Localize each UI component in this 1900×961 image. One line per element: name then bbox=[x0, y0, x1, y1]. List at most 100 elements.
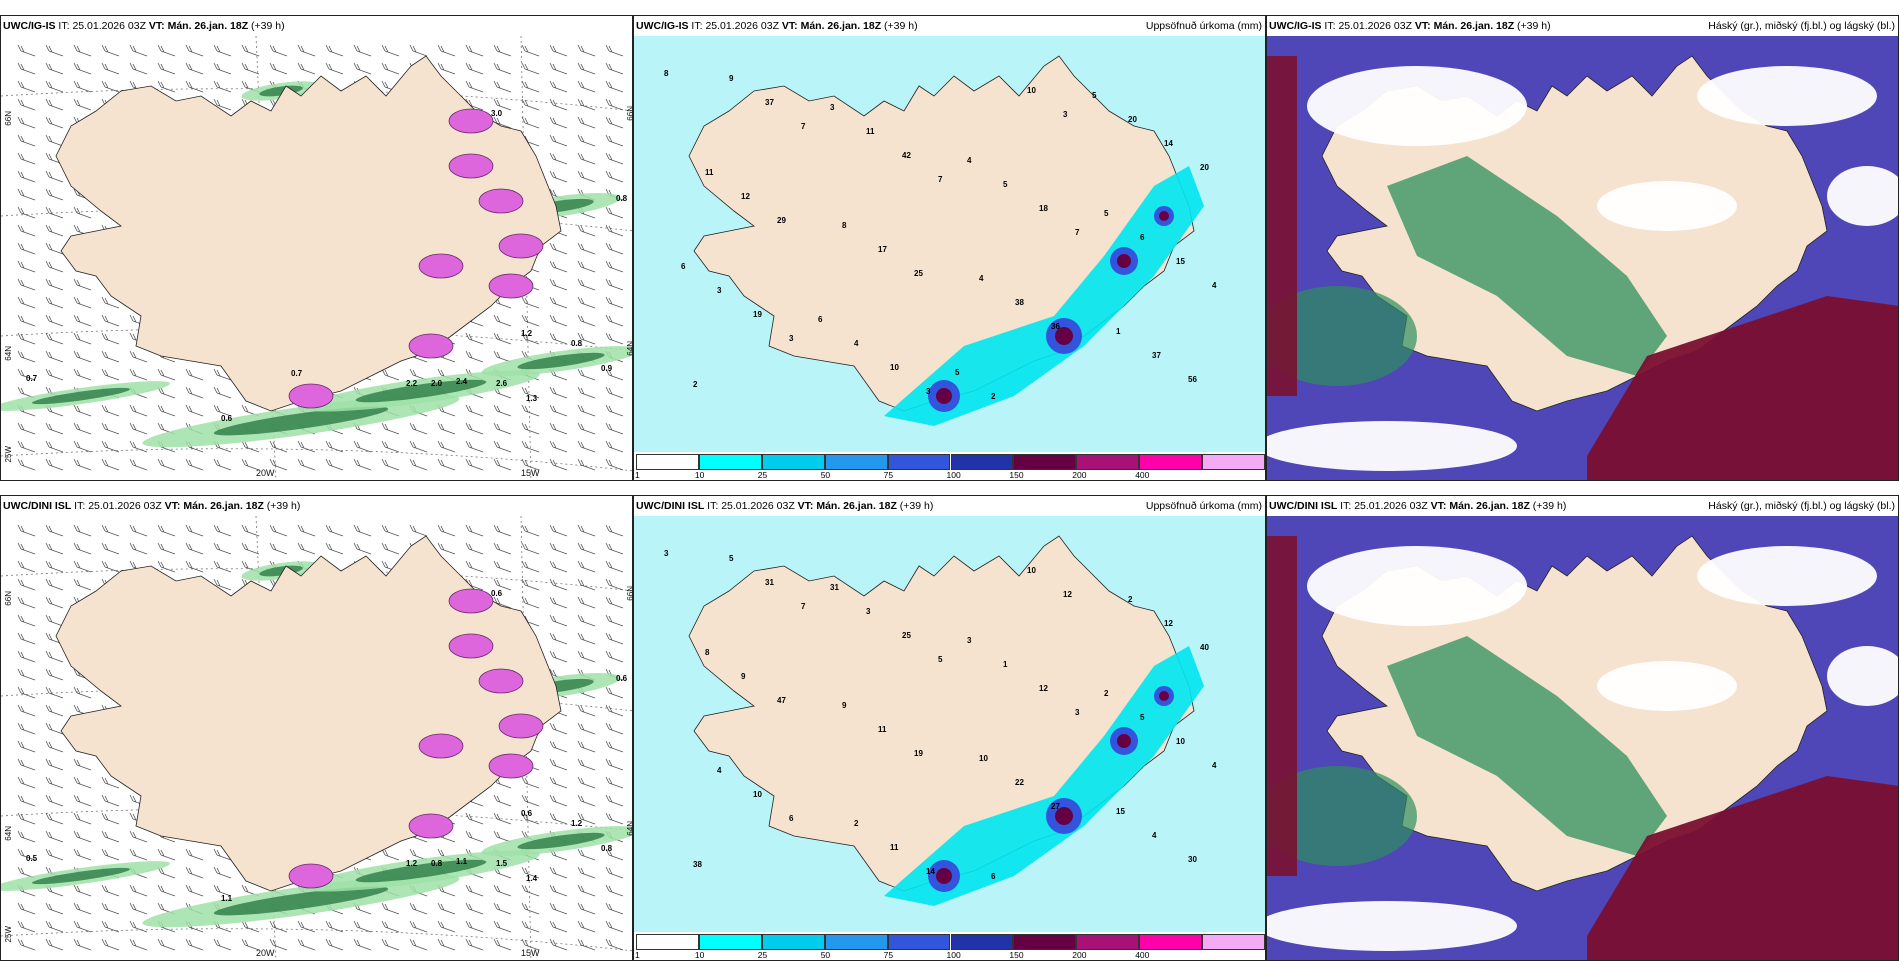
station-value: 31 bbox=[830, 583, 839, 592]
cloud-map-canvas bbox=[1267, 36, 1898, 480]
colorbar-swatch bbox=[636, 934, 699, 950]
wind-barb bbox=[521, 98, 540, 111]
convective-cell bbox=[498, 233, 544, 259]
wind-barb bbox=[185, 848, 204, 861]
model-name: UWC/DINI ISL bbox=[3, 500, 72, 512]
wind-barb bbox=[549, 920, 568, 933]
wind-barb bbox=[73, 758, 92, 771]
wind-barb bbox=[129, 884, 148, 897]
wind-barb bbox=[157, 62, 176, 75]
wind-barb bbox=[605, 866, 624, 879]
wind-barb bbox=[577, 902, 596, 915]
wind-barb bbox=[213, 938, 232, 951]
colorbar-tick-label: 200 bbox=[1072, 470, 1087, 480]
wind-barb bbox=[45, 560, 64, 573]
wind-barb bbox=[493, 560, 512, 573]
wind-barb bbox=[493, 62, 512, 75]
wind-barb bbox=[45, 542, 64, 555]
station-value: 25 bbox=[902, 631, 911, 640]
wind-barb bbox=[605, 296, 624, 309]
wind-barb bbox=[297, 62, 316, 75]
station-value: 5 bbox=[1092, 91, 1097, 100]
wind-barb bbox=[605, 80, 624, 93]
wind-barb bbox=[45, 740, 64, 753]
wind-barb bbox=[437, 920, 456, 933]
wind-barb bbox=[465, 332, 484, 345]
wind-barb bbox=[45, 758, 64, 771]
colorbar-swatch bbox=[1202, 454, 1265, 470]
wind-barb bbox=[605, 314, 624, 327]
clear-sky bbox=[1307, 546, 1527, 626]
wind-barb bbox=[493, 794, 512, 807]
wind-barb bbox=[549, 386, 568, 399]
wind-barb bbox=[129, 848, 148, 861]
wind-barb bbox=[45, 938, 64, 951]
convective-cell bbox=[448, 633, 494, 659]
station-value: 11 bbox=[705, 168, 714, 177]
wind-barb bbox=[605, 404, 624, 417]
it-label: IT: bbox=[58, 20, 70, 32]
wind-barb bbox=[73, 812, 92, 825]
wind-barb bbox=[73, 368, 92, 381]
colorbar-swatch bbox=[636, 454, 699, 470]
station-value: 12 bbox=[1039, 684, 1048, 693]
iceland-land bbox=[55, 535, 562, 892]
wind-barb bbox=[409, 422, 428, 435]
high-cloud bbox=[1387, 636, 1667, 856]
precip-value-label: 0.7 bbox=[291, 369, 303, 378]
convective-cell bbox=[418, 733, 464, 759]
wind-barb bbox=[73, 314, 92, 327]
wind-barb bbox=[465, 902, 484, 915]
precip-value-label: 0.6 bbox=[221, 414, 233, 423]
station-value: 6 bbox=[991, 872, 996, 881]
wind-barb bbox=[549, 332, 568, 345]
wind-barb bbox=[17, 596, 36, 609]
wind-barb bbox=[381, 902, 400, 915]
wind-barb bbox=[269, 62, 288, 75]
wind-barb bbox=[521, 440, 540, 453]
wind-barb bbox=[577, 278, 596, 291]
wind-barb bbox=[577, 740, 596, 753]
wind-barb bbox=[409, 938, 428, 951]
wind-barb bbox=[45, 62, 64, 75]
wind-barb bbox=[521, 884, 540, 897]
colorbar-tick-label: 25 bbox=[757, 950, 768, 960]
wind-barb bbox=[437, 938, 456, 951]
station-value: 14 bbox=[1164, 139, 1173, 148]
station-value: 38 bbox=[1015, 298, 1024, 307]
colorbar-tick-label: 75 bbox=[883, 950, 894, 960]
station-value: 5 bbox=[955, 368, 960, 377]
wind-barb bbox=[605, 206, 624, 219]
wind-barb bbox=[605, 458, 624, 471]
wind-barb bbox=[185, 938, 204, 951]
wind-barb bbox=[45, 650, 64, 663]
wind-barb bbox=[549, 524, 568, 537]
station-value: 5 bbox=[1140, 713, 1145, 722]
station-value: 5 bbox=[1003, 180, 1008, 189]
wind-barb bbox=[241, 62, 260, 75]
model-name: UWC/IG-IS bbox=[636, 20, 689, 32]
latitude-label: 66N bbox=[626, 586, 633, 601]
wind-barb bbox=[101, 776, 120, 789]
wind-barb bbox=[493, 80, 512, 93]
station-value: 9 bbox=[729, 74, 734, 83]
wind-barb bbox=[73, 884, 92, 897]
station-value: 18 bbox=[1039, 204, 1048, 213]
wind-barb bbox=[577, 440, 596, 453]
lead-time: (+39 h) bbox=[1532, 500, 1567, 512]
wind-barb bbox=[157, 44, 176, 57]
wind-barb bbox=[73, 920, 92, 933]
latitude-label: 25W bbox=[4, 446, 13, 463]
wind-barb bbox=[17, 812, 36, 825]
station-value: 2 bbox=[1104, 689, 1109, 698]
cloud-map-canvas bbox=[1267, 516, 1898, 960]
vt-value: Mán. 26.jan. 18Z bbox=[167, 20, 249, 32]
wind-barb bbox=[185, 560, 204, 573]
wind-barb bbox=[297, 920, 316, 933]
wind-barb bbox=[213, 578, 232, 591]
wind-barb bbox=[605, 560, 624, 573]
wind-barb bbox=[325, 62, 344, 75]
wind-barb bbox=[605, 386, 624, 399]
colorbar-swatch bbox=[1139, 454, 1203, 470]
wind-barb bbox=[577, 560, 596, 573]
